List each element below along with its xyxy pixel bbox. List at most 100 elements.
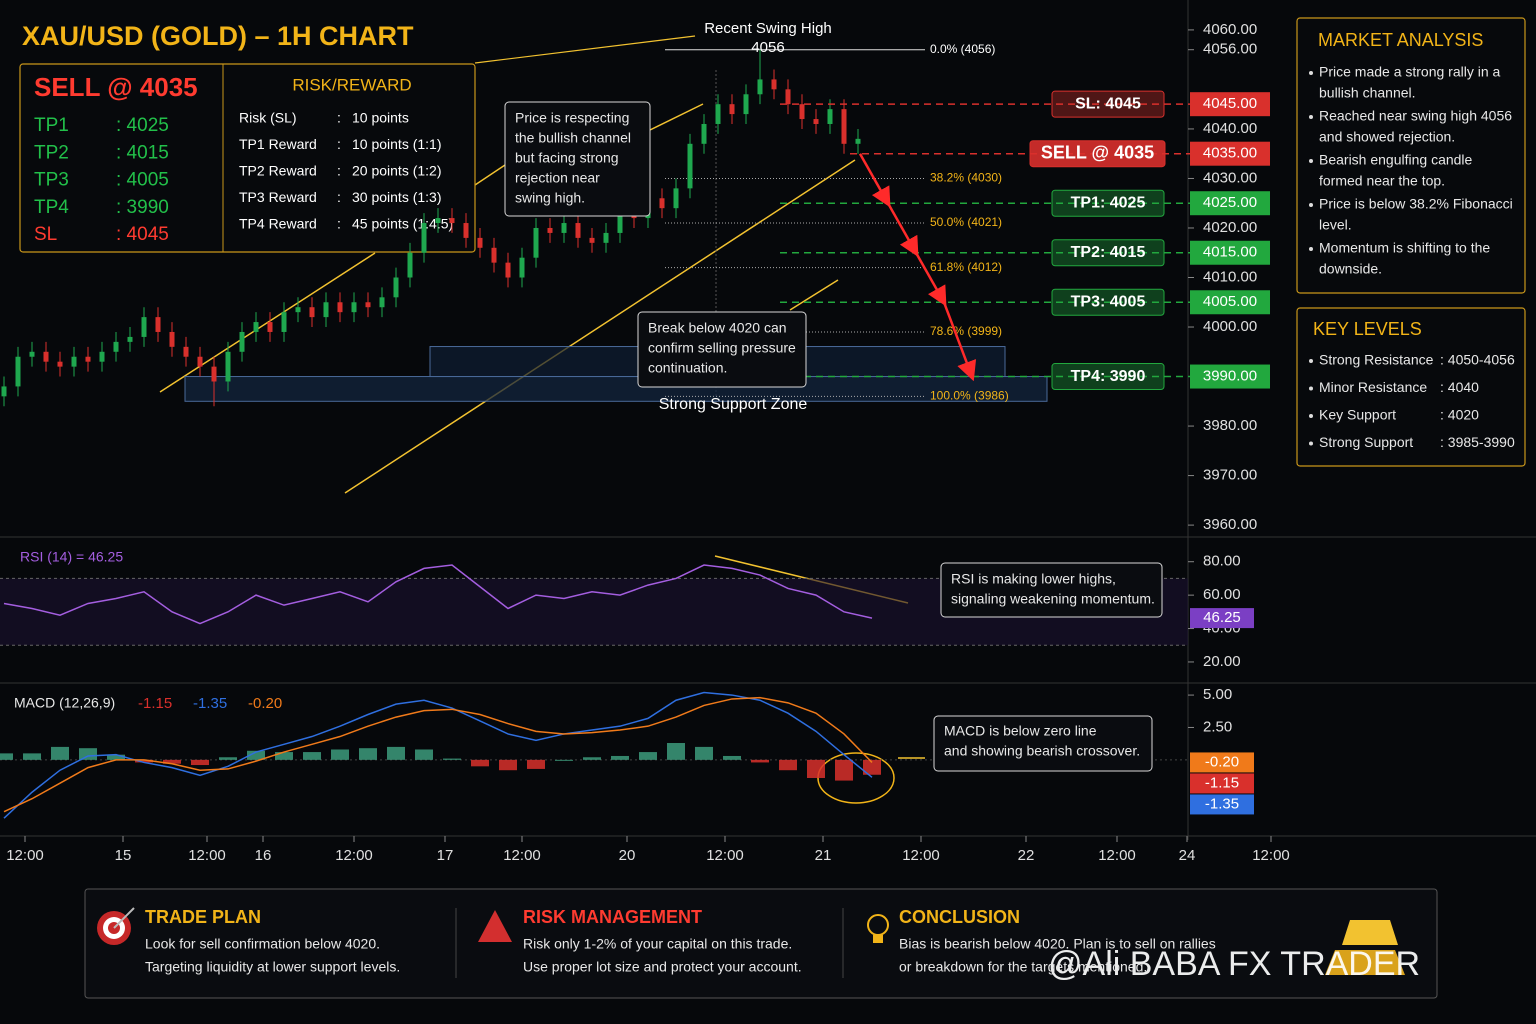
annotation-box (933, 715, 1153, 772)
risk-cell: : (337, 189, 341, 205)
y-tick-label: 5.00 (1203, 686, 1232, 703)
footer-text: Targeting liquidity at lower support lev… (145, 959, 400, 975)
annotation-text: rejection near (515, 170, 600, 186)
bullet (1309, 441, 1313, 446)
fib-label: 38.2% (4030) (930, 171, 1002, 185)
candle-body (337, 302, 343, 313)
annotation-text: swing high. (515, 190, 585, 206)
candle-body (449, 218, 455, 224)
macd-histogram-bar (0, 753, 13, 760)
level-value: : 4050-4056 (1440, 352, 1515, 368)
annotation-text: signaling weakening momentum. (951, 591, 1155, 607)
macd-header-value: -1.35 (193, 695, 227, 712)
target-icon (97, 907, 135, 945)
bullet (1309, 115, 1313, 119)
footer-box (84, 888, 1438, 999)
candle-body (1, 386, 7, 397)
y-tick-label: 80.00 (1203, 553, 1241, 570)
candle-body (323, 302, 329, 318)
annotation-box (940, 562, 1163, 618)
candle-body (281, 312, 287, 332)
risk-cell: 20 points (1:2) (352, 163, 442, 179)
candle-body (659, 198, 665, 209)
warning-icon (478, 910, 512, 942)
annotation-text: Break below 4020 can (648, 320, 787, 336)
annotation-text: MACD is below zero line (944, 723, 1097, 739)
price-tag (1190, 240, 1270, 265)
risk-cell: TP2 Reward (239, 163, 317, 179)
support-zone (184, 376, 1048, 402)
rsi-tag (1190, 608, 1254, 629)
macd-line (3, 691, 873, 819)
target-value: : 4005 (116, 170, 169, 191)
pointer-line (474, 35, 696, 64)
x-tick-label: 12:00 (335, 847, 373, 864)
candle-body (785, 89, 791, 105)
analysis-box (1296, 17, 1526, 294)
risk-title: RISK/REWARD (292, 75, 411, 94)
risk-cell: : (337, 136, 341, 152)
level-box (1051, 288, 1165, 316)
annotation-text: Recent Swing High (704, 20, 832, 37)
macd-histogram-bar (471, 759, 489, 767)
levels-box (1296, 307, 1526, 467)
candle-body (743, 94, 749, 115)
price-tag (1190, 364, 1270, 389)
gold-bars-icon (1325, 920, 1405, 975)
risk-cell: Risk (SL) (239, 110, 297, 126)
macd-header-value: -0.20 (248, 695, 282, 712)
candle-body (435, 218, 441, 224)
target-value: : 3990 (116, 197, 169, 218)
y-tick-label: 4056.00 (1203, 41, 1257, 58)
candle-body (141, 317, 147, 337)
support-zone-label: Strong Support Zone (659, 396, 808, 413)
bullet (1309, 203, 1313, 207)
level-name: Strong Support (1319, 434, 1413, 450)
levels-title: KEY LEVELS (1313, 319, 1422, 339)
macd-histogram-bar (303, 752, 321, 760)
annotation-text: 4056 (751, 39, 784, 56)
y-tick-label: 3970.00 (1203, 467, 1257, 484)
x-tick-label: 24 (1179, 847, 1196, 864)
candle-body (365, 302, 371, 308)
candle-body (547, 227, 553, 233)
candle-body (841, 109, 847, 144)
target-name: TP2 (34, 142, 69, 163)
candle-body (295, 307, 301, 313)
target-name: TP1 (34, 115, 69, 136)
candle-body (421, 223, 427, 253)
x-tick-label: 12:00 (1098, 847, 1136, 864)
risk-cell: TP3 Reward (239, 189, 317, 205)
channel-line (474, 164, 506, 186)
x-tick-label: 12:00 (706, 847, 744, 864)
price-tag (1190, 290, 1270, 315)
candle-body (729, 104, 735, 115)
candle-body (505, 262, 511, 278)
watermark: @Ali BABA FX TRADER (1048, 945, 1420, 983)
macd-tag-label: -1.15 (1205, 774, 1239, 791)
candle-body (617, 213, 623, 233)
risk-cell: 10 points (1:1) (352, 136, 442, 152)
candle-body (589, 237, 595, 243)
risk-cell: 30 points (1:3) (352, 189, 442, 205)
annotation-text: RSI is making lower highs, (951, 571, 1116, 587)
fib-label: 78.6% (3999) (930, 324, 1002, 338)
bullet (1309, 359, 1313, 363)
analysis-text: Momentum is shifting to the (1319, 240, 1490, 256)
price-tag-label: 4015.00 (1203, 244, 1257, 261)
macd-histogram-bar (415, 749, 433, 760)
candle-body (309, 307, 315, 318)
macd-histogram-bar (51, 746, 69, 760)
x-tick-label: 21 (815, 847, 832, 864)
y-tick-label: 2.50 (1203, 718, 1232, 735)
x-tick-label: 12:00 (902, 847, 940, 864)
candle-body (379, 297, 385, 308)
candle-body (99, 351, 105, 362)
candle-body (813, 119, 819, 124)
y-tick-label: 4030.00 (1203, 169, 1257, 186)
candle-body (197, 356, 203, 367)
y-tick-label: 3980.00 (1203, 417, 1257, 434)
candle-body (491, 247, 497, 263)
rsi-line (3, 564, 873, 625)
